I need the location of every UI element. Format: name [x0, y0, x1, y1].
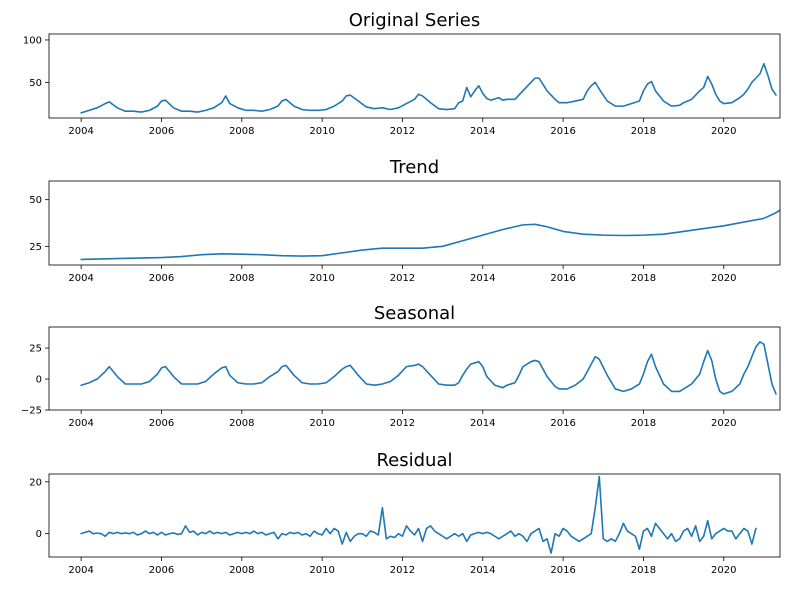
seasonal-panel: Seasonal 2004 2006 2008 2010 2012 2014 2016 2018… — [21, 303, 781, 429]
seasonal-title: Seasonal — [374, 303, 455, 324]
seasonal-y-tick-label: 0 — [36, 375, 42, 386]
trend-x-tick-label: 2010 — [309, 273, 334, 284]
trend-x-tick-label: 2018 — [631, 273, 656, 284]
residual-x-tick-label: 2008 — [229, 565, 254, 576]
trend-axes-frame — [48, 180, 781, 266]
seasonal-line — [80, 341, 777, 395]
residual-y-tick-label: 0 — [36, 529, 42, 540]
trend-y-tick-label: 25 — [29, 242, 42, 253]
residual-x-tick-label: 2006 — [149, 565, 174, 576]
original-series-y-tick-label: 50 — [29, 78, 42, 89]
original-series-x-tick-label: 2020 — [711, 126, 736, 137]
residual-panel: Residual 2004 2006 2008 2010 2012 2014 2016 2018… — [29, 450, 781, 576]
seasonal-x-tick-label: 2006 — [149, 418, 174, 429]
seasonal-x-tick-label: 2010 — [309, 418, 334, 429]
residual-y-tick-label: 20 — [29, 477, 42, 488]
original-series-x-tick-label: 2008 — [229, 126, 254, 137]
original-series-x-tick-label: 2004 — [68, 126, 93, 137]
seasonal-x-tick-label: 2020 — [711, 418, 736, 429]
trend-x-tick-label: 2012 — [390, 273, 415, 284]
trend-title: Trend — [389, 157, 439, 178]
original-series-title: Original Series — [349, 10, 481, 31]
original-series-x-tick-label: 2016 — [550, 126, 575, 137]
original-series-x-tick-label: 2018 — [631, 126, 656, 137]
residual-title: Residual — [376, 450, 452, 471]
trend-y-tick-label: 50 — [29, 195, 42, 206]
seasonal-x-tick-label: 2008 — [229, 418, 254, 429]
original-series-x-tick-label: 2006 — [149, 126, 174, 137]
trend-line — [80, 209, 780, 261]
seasonal-x-tick-label: 2016 — [550, 418, 575, 429]
residual-x-tick-label: 2004 — [68, 565, 93, 576]
residual-x-tick-label: 2016 — [550, 565, 575, 576]
seasonal-x-tick-label: 2012 — [390, 418, 415, 429]
trend-x-tick-label: 2014 — [470, 273, 495, 284]
trend-x-tick-label: 2006 — [149, 273, 174, 284]
trend-x-tick-label: 2020 — [711, 273, 736, 284]
residual-x-tick-label: 2010 — [309, 565, 334, 576]
residual-line — [80, 475, 757, 554]
seasonal-y-tick-label: −25 — [21, 406, 42, 417]
seasonal-x-tick-label: 2014 — [470, 418, 495, 429]
trend-panel: Trend 2004 2006 2008 2010 2012 2014 2016 2018 202… — [29, 157, 781, 284]
seasonal-axes-frame — [48, 326, 781, 411]
original-series-x-tick-label: 2012 — [390, 126, 415, 137]
trend-x-tick-label: 2008 — [229, 273, 254, 284]
original-series-x-tick-label: 2010 — [309, 126, 334, 137]
seasonal-y-tick-label: 25 — [29, 344, 42, 355]
original-series-y-tick-label: 100 — [23, 35, 42, 46]
original-series-x-tick-label: 2014 — [470, 126, 495, 137]
trend-x-tick-label: 2016 — [550, 273, 575, 284]
seasonal-x-tick-label: 2004 — [68, 418, 93, 429]
seasonal-x-tick-label: 2018 — [631, 418, 656, 429]
residual-x-tick-label: 2018 — [631, 565, 656, 576]
original-series-axes-frame — [48, 33, 781, 119]
residual-x-tick-label: 2020 — [711, 565, 736, 576]
original-series-line — [80, 62, 777, 114]
residual-x-tick-label: 2014 — [470, 565, 495, 576]
trend-x-tick-label: 2004 — [68, 273, 93, 284]
residual-axes-frame — [48, 473, 781, 558]
original-series-panel: Original Series 2004 2006 2008 2010 2012 2014 2… — [23, 10, 781, 137]
residual-x-tick-label: 2012 — [390, 565, 415, 576]
